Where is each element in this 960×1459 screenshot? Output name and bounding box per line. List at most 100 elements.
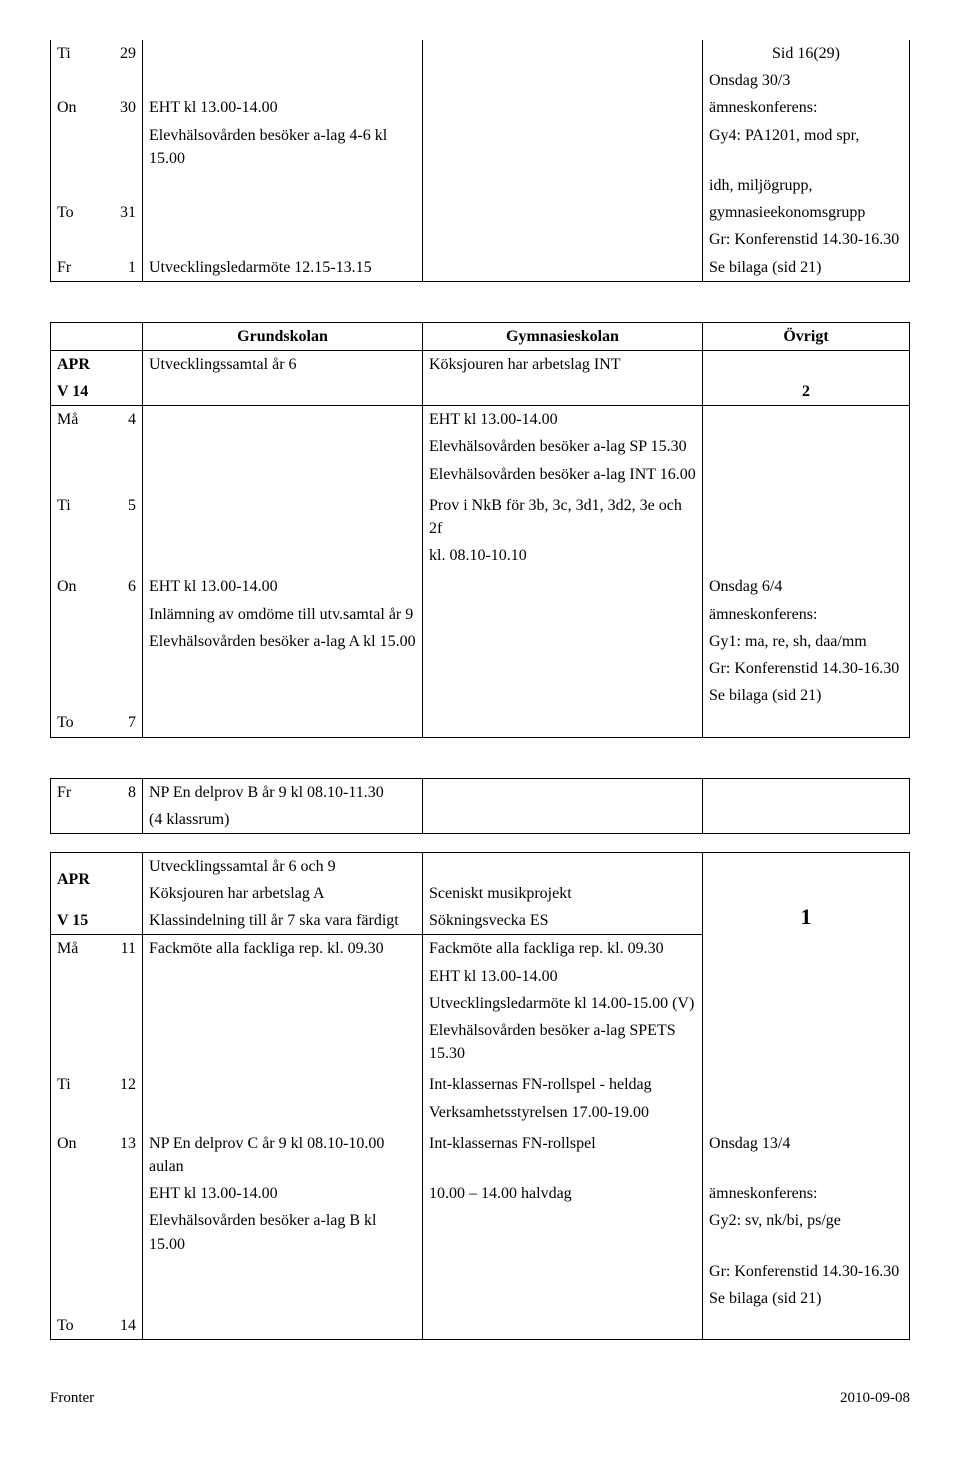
col-gymnasieskolan: Verksamhetsstyrelsen 17.00-19.00 [423,1099,703,1126]
col-ovrigt: Onsdag 30/3 [703,67,910,94]
col-ovrigt: Gr: Konferenstid 14.30-16.30 [703,655,910,682]
col-gymnasieskolan: Utvecklingsledarmöte kl 14.00-15.00 (V) [423,990,703,1017]
table-row: Gr: Konferenstid 14.30-16.30 [51,655,910,682]
col-grundskolan: EHT kl 13.00-14.00 [143,1180,423,1207]
footer-left: Fronter [50,1390,94,1407]
block1-table: Ti29Sid 16(29)Onsdag 30/3On30EHT kl 13.0… [50,40,910,282]
page: Ti29Sid 16(29)Onsdag 30/3On30EHT kl 13.0… [0,0,960,1370]
col-grundskolan [143,709,423,737]
col-gymnasieskolan: Elevhälsovården besöker a-lag SPETS 15.3… [423,1017,703,1067]
date-cell: 7 [97,709,143,737]
column-headers: Grundskolan Gymnasieskolan Övrigt [51,322,910,350]
table-row: Se bilaga (sid 21) [51,682,910,709]
col-grundskolan [143,655,423,682]
date-cell [97,433,143,460]
col-gymnasieskolan: EHT kl 13.00-14.00 [423,963,703,990]
day-cell: To [51,709,97,737]
col-grundskolan [143,542,423,569]
date-cell [97,1258,143,1285]
day-cell [51,67,97,94]
col-gymnasieskolan [423,199,703,226]
table-row: Ti29Sid 16(29) [51,40,910,67]
day-cell [51,1258,97,1285]
col-ovrigt [703,1017,910,1067]
col-gymnasieskolan: EHT kl 13.00-14.00 [423,406,703,434]
col-ovrigt: Se bilaga (sid 21) [703,1285,910,1312]
col-gymnasieskolan [423,1312,703,1340]
col-gymnasieskolan: Elevhälsovården besöker a-lag SP 15.30 [423,433,703,460]
date-cell [97,542,143,569]
col-grundskolan [143,492,423,542]
day-cell [51,433,97,460]
day-cell: Ti [51,1071,97,1098]
date-cell [97,628,143,655]
col-gymnasieskolan: Prov i NkB för 3b, 3c, 3d1, 3d2, 3e och … [423,492,703,542]
col-ovrigt: Onsdag 6/4 [703,573,910,600]
date-cell: 8 [97,778,143,806]
day-cell [51,122,97,172]
col-ovrigt [703,963,910,990]
table-row: Må11Fackmöte alla fackliga rep. kl. 09.3… [51,935,910,963]
day-cell: On [51,94,97,121]
date-cell: 31 [97,199,143,226]
col-ovrigt: Se bilaga (sid 21) [703,682,910,709]
col-gymnasieskolan [423,172,703,199]
table-row: Fr8NP En delprov B år 9 kl 08.10-11.30 [51,778,910,806]
day-cell: Ti [51,492,97,542]
col-grundskolan: Elevhälsovården besöker a-lag A kl 15.00 [143,628,423,655]
table-row: Elevhälsovården besöker a-lag INT 16.00 [51,461,910,488]
table-row: On30EHT kl 13.00-14.00ämneskonferens: [51,94,910,121]
col-grundskolan [143,1285,423,1312]
date-cell: 11 [97,935,143,963]
table-row: Utvecklingsledarmöte kl 14.00-15.00 (V) [51,990,910,1017]
col-grundskolan: NP En delprov B år 9 kl 08.10-11.30 [143,778,423,806]
col-grundskolan: Utvecklingsledarmöte 12.15-13.15 [143,254,423,282]
col-ovrigt [703,542,910,569]
day-cell: Må [51,406,97,434]
day-cell [51,1017,97,1067]
table-row: Må4EHT kl 13.00-14.00 [51,406,910,434]
col-ovrigt: ämneskonferens: [703,94,910,121]
day-cell: On [51,1130,97,1180]
day-cell: Ti [51,40,97,67]
date-cell: 14 [97,1312,143,1340]
block3-table: Fr8NP En delprov B år 9 kl 08.10-11.30(4… [50,778,910,834]
b4-top-1: APR Utvecklingssamtal år 6 och 9 1 [51,852,910,880]
table-row: Se bilaga (sid 21) [51,1285,910,1312]
col-grundskolan: Inlämning av omdöme till utv.samtal år 9 [143,601,423,628]
col-ovrigt [703,1312,910,1340]
col-ovrigt [703,492,910,542]
day-cell [51,461,97,488]
page-header: Sid 16(29) [703,40,910,67]
col-gymnasieskolan: Int-klassernas FN-rollspel - heldag [423,1071,703,1098]
day-cell: Fr [51,778,97,806]
page-footer: Fronter 2010-09-08 [0,1370,960,1427]
date-cell: 13 [97,1130,143,1180]
header-grundskolan: Grundskolan [143,322,423,350]
date-cell: 6 [97,573,143,600]
col-gymnasieskolan [423,601,703,628]
col-grundskolan [143,682,423,709]
table-row: Inlämning av omdöme till utv.samtal år 9… [51,601,910,628]
week-label: V 14 [51,378,143,406]
month-row-b: Köksjouren har arbetslag INT [423,350,703,378]
col-ovrigt: Gy1: ma, re, sh, daa/mm [703,628,910,655]
col-grundskolan [143,1017,423,1067]
col-ovrigt [703,1071,910,1098]
table-row: To14 [51,1312,910,1340]
day-cell [51,1207,97,1257]
date-cell [97,226,143,253]
col-grundskolan: Elevhälsovården besöker a-lag B kl 15.00 [143,1207,423,1257]
col-ovrigt [703,806,910,834]
week-number: 2 [703,378,910,406]
col-grundskolan [143,226,423,253]
day-cell [51,1285,97,1312]
day-cell [51,963,97,990]
day-cell [51,628,97,655]
day-cell: Fr [51,254,97,282]
col-gymnasieskolan [423,628,703,655]
date-cell [97,806,143,834]
day-cell [51,542,97,569]
table-row: Gr: Konferenstid 14.30-16.30 [51,1258,910,1285]
col-grundskolan [143,1312,423,1340]
